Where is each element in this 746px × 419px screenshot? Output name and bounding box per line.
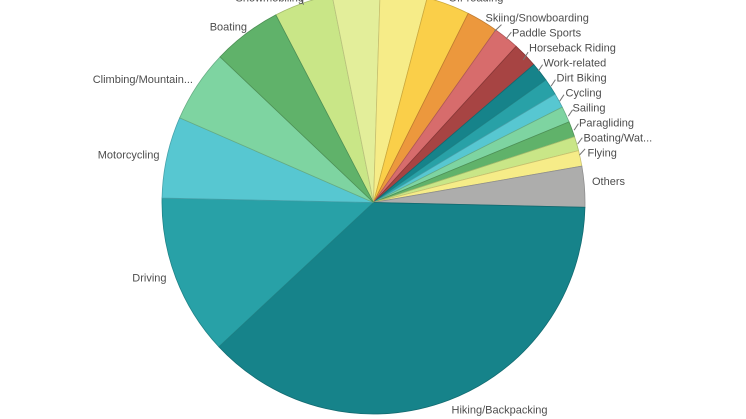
svg-text:Climbing/Mountain...: Climbing/Mountain...: [93, 74, 193, 86]
svg-text:Motorcycling: Motorcycling: [98, 150, 160, 162]
svg-text:Work-related: Work-related: [544, 58, 607, 70]
svg-text:Cycling: Cycling: [566, 88, 602, 100]
svg-text:Hiking/Backpacking: Hiking/Backpacking: [452, 405, 548, 417]
svg-text:Paragliding: Paragliding: [579, 118, 634, 130]
svg-text:Driving: Driving: [132, 273, 166, 285]
svg-text:Horseback Riding: Horseback Riding: [529, 43, 616, 55]
svg-text:Boating/Wat...: Boating/Wat...: [584, 133, 653, 145]
svg-text:Snowmobiling: Snowmobiling: [236, 0, 304, 5]
svg-text:Others: Others: [592, 176, 626, 188]
svg-text:Flying: Flying: [588, 148, 617, 160]
svg-text:Paddle Sports: Paddle Sports: [512, 28, 582, 40]
svg-text:Dirt Biking: Dirt Biking: [557, 73, 607, 85]
svg-text:Boating: Boating: [210, 22, 247, 34]
svg-text:Skiing/Snowboarding: Skiing/Snowboarding: [486, 13, 589, 25]
svg-text:Off-roading: Off-roading: [449, 0, 504, 5]
svg-text:Sailing: Sailing: [573, 103, 606, 115]
